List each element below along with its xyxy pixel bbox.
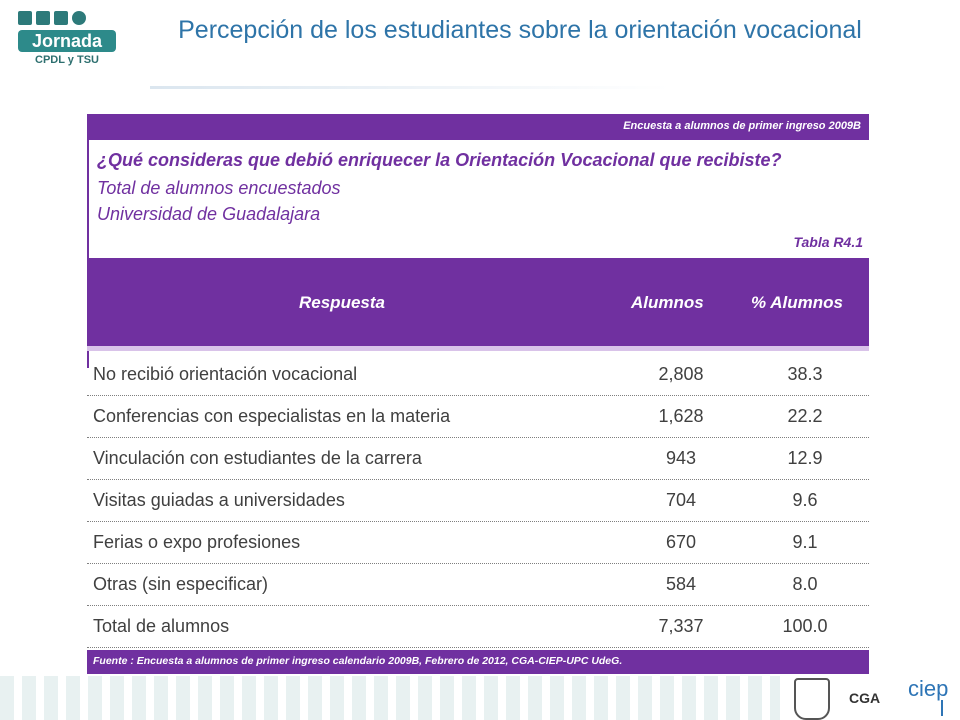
table-subtitle-2: Universidad de Guadalajara [97, 204, 321, 224]
book-icon [18, 11, 32, 25]
table-row: Conferencias con especialistas en la mat… [87, 396, 869, 438]
table-row-total: Total de alumnos 7,337 100.0 [87, 606, 869, 648]
cell-porcentaje: 38.3 [787, 364, 823, 384]
table-body: No recibió orientación vocacional 2,808 … [87, 354, 869, 648]
cell-porcentaje: 9.6 [792, 490, 818, 510]
cell-porcentaje: 22.2 [787, 406, 823, 426]
table-header: Respuesta Alumnos % Alumnos [87, 258, 869, 351]
table-id: Tabla R4.1 [793, 234, 863, 250]
page-title: Percepción de los estudiantes sobre la o… [178, 16, 862, 44]
cell-alumnos: 2,808 [658, 364, 704, 384]
logo-subtitle: CPDL y TSU [35, 54, 99, 66]
cell-respuesta: Ferias o expo profesiones [93, 532, 301, 552]
cga-logo: CGA [849, 690, 881, 706]
cell-alumnos: 704 [665, 490, 697, 510]
cell-alumnos: 943 [665, 448, 697, 468]
table-left-border [87, 140, 89, 368]
table-row: Visitas guiadas a universidades 704 9.6 [87, 480, 869, 522]
cell-alumnos: 1,628 [658, 406, 704, 426]
cell-respuesta: Vinculación con estudiantes de la carrer… [93, 448, 422, 468]
cell-porcentaje: 9.1 [792, 532, 818, 552]
title-underline [150, 86, 670, 89]
cell-respuesta: No recibió orientación vocacional [93, 364, 358, 384]
cell-respuesta: Total de alumnos [93, 616, 230, 636]
cell-respuesta: Otras (sin especificar) [93, 574, 269, 594]
table-footer: Fuente : Encuesta a alumnos de primer in… [87, 650, 869, 674]
table-subtitle-1: Total de alumnos encuestados [97, 178, 341, 198]
logo-icons [18, 8, 128, 28]
header-respuesta: Respuesta [299, 293, 385, 312]
cell-alumnos: 584 [665, 574, 697, 594]
udeg-seal-icon [794, 678, 830, 720]
jornada-logo: Jornada CPDL y TSU [18, 8, 128, 72]
table-row: Otras (sin especificar) 584 8.0 [87, 564, 869, 606]
table-banner: Encuesta a alumnos de primer ingreso 200… [87, 114, 869, 140]
data-table: Encuesta a alumnos de primer ingreso 200… [87, 114, 869, 674]
cell-respuesta: Visitas guiadas a universidades [93, 490, 345, 510]
clock-icon [72, 11, 86, 25]
monitor-icon [54, 11, 68, 25]
table-row: No recibió orientación vocacional 2,808 … [87, 354, 869, 396]
ciep-logo: ciep [908, 676, 949, 701]
table-question: ¿Qué consideras que debió enriquecer la … [97, 150, 782, 170]
logo-name: Jornada [18, 30, 116, 52]
header-porcentaje: % Alumnos [751, 293, 843, 312]
cell-alumnos: 670 [665, 532, 697, 552]
cell-alumnos: 7,337 [658, 616, 704, 636]
ciep-logo-stem [941, 700, 943, 716]
cell-respuesta: Conferencias con especialistas en la mat… [93, 406, 451, 426]
banner-text: Encuesta a alumnos de primer ingreso 200… [623, 120, 861, 132]
table-row: Ferias o expo profesiones 670 9.1 [87, 522, 869, 564]
footer-source: Fuente : Encuesta a alumnos de primer in… [93, 655, 623, 667]
cell-porcentaje: 100.0 [782, 616, 828, 636]
cell-porcentaje: 12.9 [787, 448, 823, 468]
table-row: Vinculación con estudiantes de la carrer… [87, 438, 869, 480]
decorative-icon-strip [0, 676, 780, 720]
header-alumnos: Alumnos [631, 293, 704, 312]
cell-porcentaje: 8.0 [792, 574, 818, 594]
calendar-icon [36, 11, 50, 25]
